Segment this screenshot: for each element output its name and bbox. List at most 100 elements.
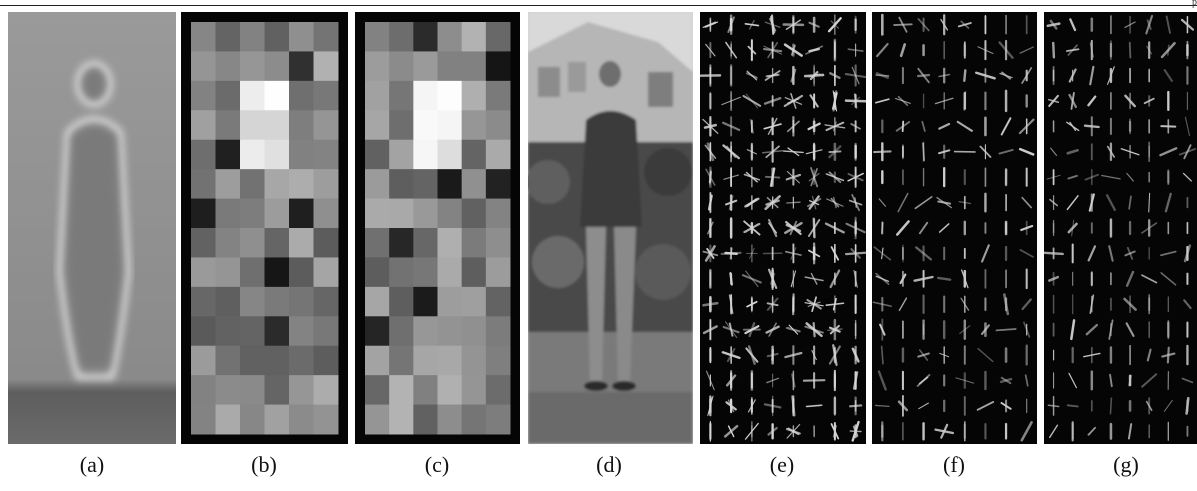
hog-stroke (875, 43, 889, 58)
weight-block (413, 257, 438, 288)
hog-stroke (1128, 41, 1132, 59)
weight-block (413, 345, 438, 376)
hog-stroke (961, 269, 969, 289)
hog-stroke (803, 73, 825, 78)
hog-stroke (999, 72, 1013, 79)
weight-block (191, 228, 216, 258)
hog-stroke (956, 120, 973, 132)
hog-stroke (1066, 121, 1080, 132)
weight-block (413, 404, 438, 435)
weight-block (461, 286, 487, 317)
weight-block (365, 139, 390, 170)
hog-stroke (804, 276, 824, 282)
weight-block (240, 228, 265, 258)
weight-block (485, 257, 511, 288)
weight-block (461, 80, 487, 111)
weight-block (365, 80, 390, 111)
hog-stroke (825, 302, 845, 306)
hog-stroke (881, 247, 884, 260)
hog-stroke (1128, 195, 1132, 210)
weight-block (413, 51, 438, 82)
hog-stroke (959, 325, 971, 334)
weight-block (215, 110, 241, 141)
hog-stroke (1088, 193, 1095, 212)
hog-stroke (1181, 377, 1194, 384)
hog-stroke (853, 269, 858, 288)
weight-block (313, 139, 339, 170)
hog-stroke (1087, 426, 1097, 436)
hog-stroke (832, 196, 837, 209)
weight-block (437, 257, 463, 288)
hog-stroke (1124, 21, 1136, 29)
hog-stroke (808, 47, 820, 53)
weight-block (365, 375, 390, 406)
hog-stroke (1165, 15, 1171, 34)
weight-block (191, 139, 216, 170)
weight-block (389, 286, 414, 317)
hog-stroke (977, 347, 994, 363)
weight-block (389, 375, 414, 406)
hog-stroke (1084, 173, 1099, 181)
hog-stroke (1183, 144, 1192, 160)
hog-stroke (934, 428, 955, 435)
hog-stroke (844, 73, 866, 79)
weight-block (485, 228, 511, 258)
hog-stroke (721, 351, 741, 360)
weight-block (413, 228, 438, 258)
weight-block (264, 404, 290, 435)
hog-stroke (1003, 293, 1010, 316)
hog-stroke (782, 150, 804, 154)
hog-stroke (1105, 194, 1116, 211)
weight-block (240, 404, 265, 435)
hog-stroke (790, 44, 796, 56)
weight-block (437, 139, 463, 170)
weight-block (413, 286, 438, 317)
hog-stroke (1109, 373, 1113, 388)
hog-stroke (998, 149, 1014, 155)
hog-stroke (981, 244, 990, 263)
hog-stroke (1065, 48, 1080, 52)
hog-stroke (706, 142, 715, 162)
weight-block (191, 257, 216, 288)
hog-stroke (1048, 275, 1060, 282)
hog-stroke (829, 324, 840, 335)
hog-stroke (940, 18, 949, 31)
hog-stroke (1000, 117, 1012, 136)
hog-stroke (1052, 41, 1056, 59)
hog-stroke (1048, 94, 1059, 108)
weight-block (313, 257, 339, 288)
hog-stroke (899, 43, 907, 58)
weight-block (437, 375, 463, 406)
weight-block (485, 375, 511, 406)
hog-stroke (960, 20, 970, 29)
weight-block (240, 80, 265, 111)
hog-stroke (728, 322, 734, 337)
hog-stroke (748, 19, 755, 30)
hog-stroke (829, 72, 841, 79)
hog-stroke (722, 121, 741, 131)
hog-stroke (808, 172, 820, 182)
caption-c: (c) (424, 452, 450, 477)
weight-block (313, 404, 339, 435)
hog-stroke (1166, 346, 1170, 364)
weight-block (289, 345, 314, 376)
weight-block (313, 22, 339, 52)
weight-block (389, 80, 414, 111)
weight-block (437, 404, 463, 435)
weight-block (215, 80, 241, 111)
hog-stroke (938, 149, 951, 155)
weight-block (313, 375, 339, 406)
weight-block (365, 22, 390, 52)
hog-stroke (1183, 299, 1192, 310)
hog-stroke (810, 168, 818, 187)
weight-block (461, 22, 487, 52)
weight-block (264, 139, 290, 170)
weight-block (365, 404, 390, 435)
hog-stroke (1047, 404, 1060, 408)
weight-block (461, 228, 487, 258)
weight-block (191, 169, 216, 200)
weight-block (365, 51, 390, 82)
hog-stroke (1050, 147, 1058, 156)
weight-block (313, 51, 339, 82)
hog-stroke (770, 167, 775, 187)
